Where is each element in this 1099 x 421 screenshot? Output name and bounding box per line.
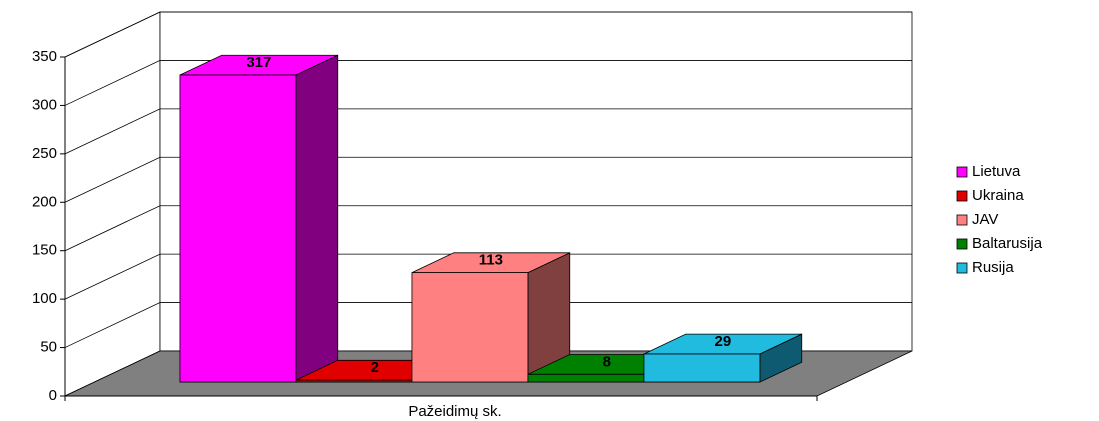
side-wall — [64, 11, 161, 397]
value-label: 317 — [246, 54, 271, 71]
grid-line — [64, 11, 912, 58]
bar-front — [527, 373, 645, 383]
x-axis-label: Pažeidimų sk. — [408, 403, 501, 420]
legend-label: Baltarusija — [972, 235, 1043, 252]
y-tick-label: 50 — [40, 339, 57, 356]
legend-swatch — [956, 166, 968, 178]
legend-label: JAV — [972, 211, 998, 228]
y-tick-label: 200 — [32, 193, 57, 210]
value-label: 8 — [603, 353, 611, 370]
grid-line — [64, 108, 912, 155]
y-tick-label: 100 — [32, 290, 57, 307]
y-tick-label: 300 — [32, 96, 57, 113]
bar-front — [179, 74, 297, 383]
bar-front — [643, 353, 761, 383]
bar — [643, 333, 803, 383]
legend-label: Rusija — [972, 259, 1014, 276]
y-tick-label: 250 — [32, 145, 57, 162]
bar-front — [295, 379, 413, 383]
bar — [179, 54, 339, 383]
bar — [411, 252, 571, 383]
value-label: 113 — [479, 252, 503, 269]
legend-swatch — [956, 214, 968, 226]
y-tick-label: 0 — [49, 387, 57, 404]
value-label: 2 — [371, 359, 379, 376]
legend-swatch — [956, 238, 968, 250]
value-label: 29 — [715, 333, 732, 350]
grid-line — [64, 302, 912, 348]
bar-side — [295, 54, 339, 383]
bar-front — [411, 272, 529, 383]
legend-swatch — [956, 190, 968, 202]
grid-line — [64, 205, 912, 252]
grid-line — [64, 60, 912, 106]
y-tick-label: 350 — [32, 48, 57, 65]
grid-line — [64, 253, 912, 300]
legend-swatch — [956, 262, 968, 274]
y-tick-label: 150 — [32, 242, 57, 259]
grid-line — [64, 156, 912, 203]
legend-label: Ukraina — [972, 187, 1024, 204]
legend-label: Lietuva — [972, 163, 1021, 180]
